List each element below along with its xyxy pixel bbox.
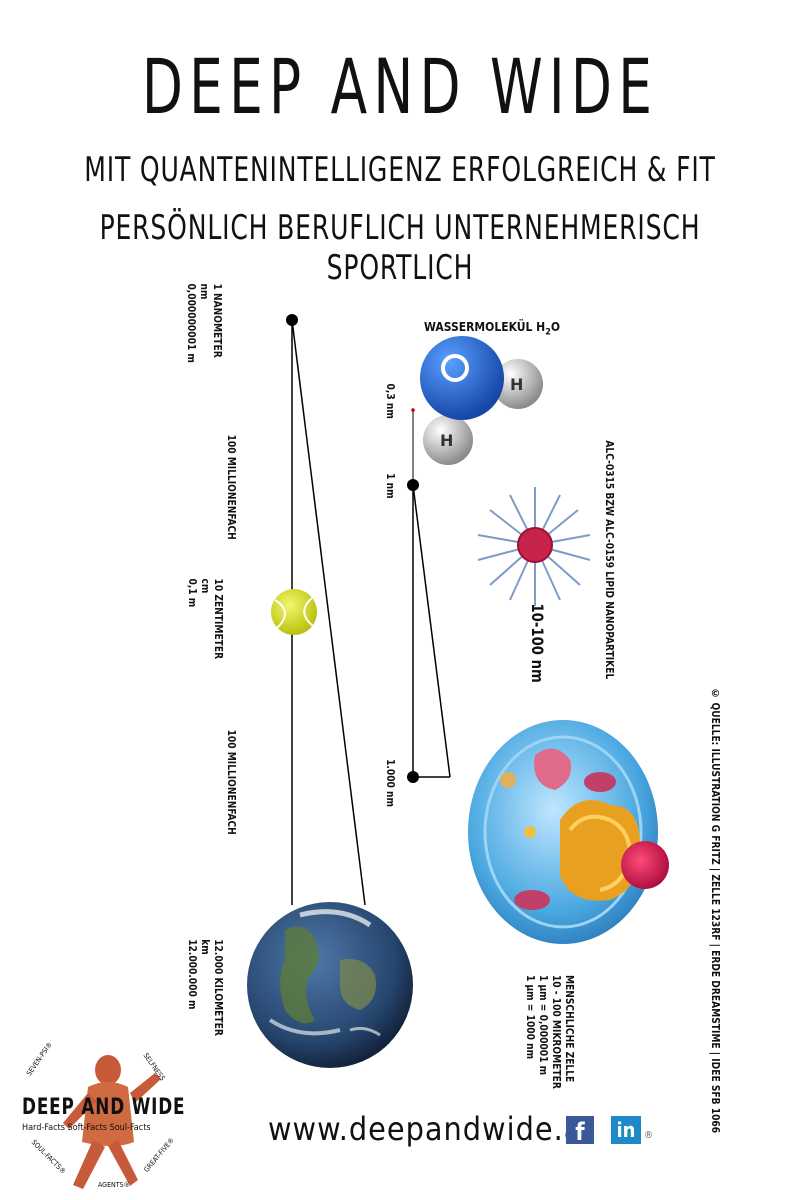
subtitle-2: PERSÖNLICH BERUFLICH UNTERNEHMERISCH SPO… (99, 208, 701, 288)
tick-03-label: 0,3 nm (384, 383, 397, 419)
tick-1-dot (407, 479, 419, 491)
water-molecule-icon: H H (420, 336, 543, 465)
factor-label-1: 100 MILLIONENFACH (225, 434, 238, 540)
zentimeter-label: 10 ZENTIMETER cm 0,1 m (186, 578, 225, 660)
mid-diagonal-line (412, 484, 451, 778)
nanometer-label: 1 NANOMETER nm 0,000000001 m (185, 283, 224, 363)
logo-facts: Hard-Facts Soft-Facts Soul-Facts (22, 1123, 151, 1133)
tick-03-dot (411, 408, 415, 412)
factor-label-2: 100 MILLIONENFACH (225, 729, 238, 835)
nanometer-dot (286, 314, 298, 326)
svg-text:H: H (510, 375, 523, 394)
subtitle-1: MIT QUANTENINTELLIGENZ ERFOLGREICH & FIT (84, 150, 716, 190)
facebook-icon[interactable]: f (566, 1116, 594, 1146)
tennis-ball-icon (271, 589, 317, 635)
deep-and-wide-logo: DEEP AND WIDE Hard-Facts Soft-Facts Soul… (18, 1035, 198, 1195)
tick-1-label: 1 nm (384, 473, 397, 499)
nanoparticle-name: ALC-0315 BZW ALC-0159 LIPID NANOPARTIKEL (603, 440, 616, 680)
earth-icon (247, 902, 413, 1068)
linkedin-icon[interactable]: in (611, 1116, 641, 1144)
kilometer-label: 12.000 KILOMETER km 12.000.000 m (186, 939, 225, 1036)
water-molecule-label: WASSERMOLEKÜL H2O (424, 320, 561, 338)
registered-mark: ® (644, 1130, 653, 1141)
cell-icon (468, 720, 669, 944)
runner-figure-icon (63, 1055, 161, 1189)
tick-1000-dot (407, 771, 419, 783)
logo-ring-agents: AGENTS® (98, 1181, 130, 1189)
tick-1000-label: 1.000 nm (384, 759, 397, 808)
cell-label: MENSCHLICHE ZELLE 10 - 100 MIKROMETER 1 … (524, 974, 576, 1089)
page-title: DEEP AND WIDE (141, 42, 659, 131)
nanoparticle-icon (477, 487, 591, 606)
svg-text:H: H (440, 431, 453, 450)
credit-line: © QUELLE: ILLUSTRATION G FRITZ | ZELLE 1… (709, 687, 722, 1134)
nanoparticle-size: 10-100 nm (528, 603, 547, 683)
logo-title: DEEP AND WIDE (22, 1095, 186, 1120)
website-link[interactable]: www.deepandwide.at (268, 1110, 595, 1148)
scale-line-diagonal (291, 319, 366, 906)
